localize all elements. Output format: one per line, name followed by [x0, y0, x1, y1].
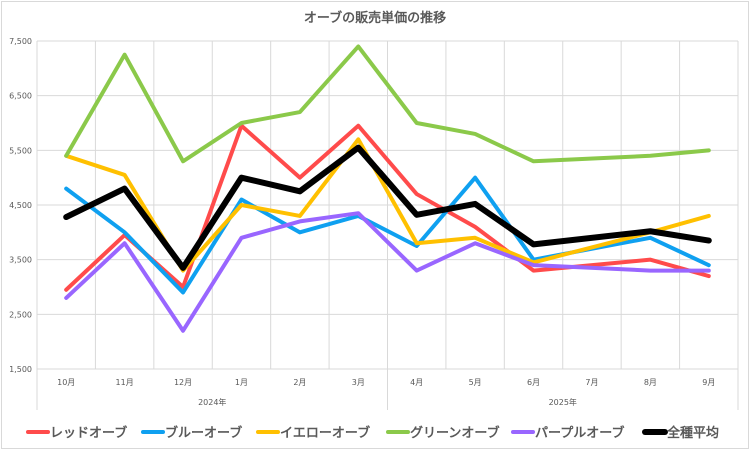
- legend-label: 全種平均: [666, 425, 719, 441]
- x-tick-label: 4月: [410, 378, 423, 387]
- series-line-3: [64, 44, 711, 164]
- y-tick-label: 5,500: [9, 146, 32, 155]
- x-tick-label: 12月: [174, 378, 192, 387]
- legend-label: イエローオーブ: [280, 425, 370, 441]
- y-tick-label: 7,500: [9, 37, 32, 46]
- y-tick-label: 2,500: [9, 310, 32, 319]
- chart-title: オーブの販売単価の推移: [304, 10, 446, 26]
- series-line-5: [63, 144, 712, 271]
- legend-label: レッドオーブ: [50, 425, 127, 441]
- series-line-4: [64, 211, 711, 333]
- legend-label: パープルオーブ: [535, 425, 624, 441]
- x-tick-label: 10月: [57, 378, 75, 387]
- y-tick-label: 6,500: [9, 92, 32, 101]
- x-tick-label: 1月: [235, 378, 248, 387]
- gridlines: [36, 40, 739, 370]
- x-tick-label: 2月: [293, 378, 306, 387]
- legend-label: グリーンオーブ: [410, 425, 500, 441]
- legend: レッドオーブ ブルーオーブ イエローオーブ グリーンオーブ パープルオーブ 全種平均: [26, 425, 719, 441]
- y-tick-label: 1,500: [9, 365, 32, 374]
- x-tick-label: 3月: [352, 378, 365, 387]
- x-tick-label: 11月: [116, 378, 134, 387]
- x-tick-label: 5月: [469, 378, 482, 387]
- x-tick-label: 9月: [702, 378, 715, 387]
- y-tick-label: 3,500: [9, 256, 32, 265]
- x-group-label: 2025年: [549, 397, 577, 407]
- series-lines: [63, 44, 712, 333]
- x-tick-label: 7月: [585, 378, 598, 387]
- x-tick-label: 8月: [644, 378, 657, 387]
- legend-label: ブルーオーブ: [165, 425, 242, 441]
- x-tick-label: 6月: [527, 378, 540, 387]
- x-axis: 10月 11月 12月 1月 2月 3月 4月 5月 6月 7月 8月 9月 2024年 2025年: [36, 369, 739, 410]
- y-tick-label: 4,500: [9, 201, 32, 210]
- y-axis: 1,500 2,500 3,500 4,500 5,500 6,500 7,500: [9, 37, 32, 374]
- x-group-label: 2024年: [198, 397, 226, 407]
